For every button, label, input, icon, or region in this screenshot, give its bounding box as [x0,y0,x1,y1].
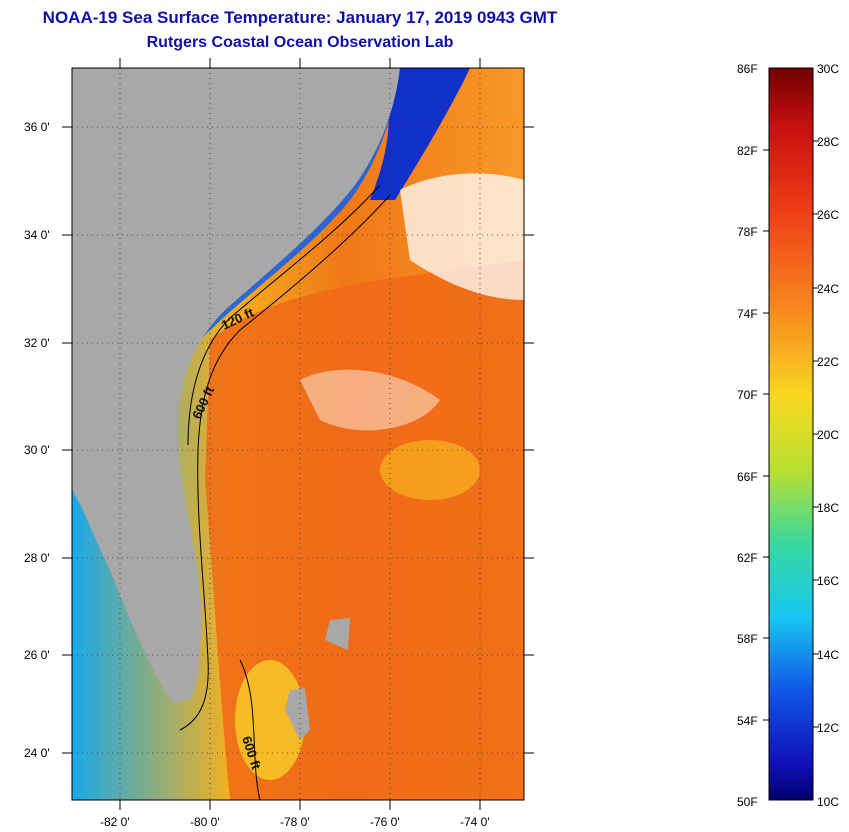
lon-label: -76 0' [370,815,400,829]
colorbar-f-label: 58F [737,632,758,646]
cold-shelf-water [370,68,470,200]
lat-label: 28 0' [24,551,50,565]
colorbar-c-label: 16C [817,574,839,588]
cloud-cover [300,369,440,431]
colorbar [768,67,814,801]
map-subtitle: Rutgers Coastal Ocean Observation Lab [146,34,454,51]
gulf-stream-warm-region [205,260,524,800]
colorbar-c-label: 28C [817,135,839,149]
colorbar-c-label: 10C [817,795,839,809]
map-title: NOAA-19 Sea Surface Temperature: January… [42,8,558,27]
contour-line-600ft [179,194,391,731]
colorbar-c-label: 30C [817,62,839,76]
colorbar-c-label: 24C [817,282,839,296]
lat-label: 36 0' [24,120,50,134]
warm-yellow-patch [235,660,305,780]
colorbar-c-label: 22C [817,355,839,369]
colorbar-f-label: 74F [737,307,758,321]
contour-line-120ft [187,184,381,446]
land-mass [72,68,400,702]
colorbar-f-label: 62F [737,551,758,565]
colorbar-f-label: 54F [737,714,758,728]
lon-label: -74 0' [460,815,490,829]
lon-label: -80 0' [190,815,220,829]
island [325,618,350,650]
colorbar-f-label: 82F [737,144,758,158]
colorbar-f-label: 50F [737,795,758,809]
lat-label: 26 0' [24,648,50,662]
lat-label: 34 0' [24,228,50,242]
graticule [72,68,524,800]
colorbar-ticks [763,140,819,728]
warm-yellow-patch [380,440,480,500]
cloud-cover [400,173,524,300]
colorbar-c-label: 20C [817,428,839,442]
lon-label: -82 0' [100,815,130,829]
colorbar-f-label: 66F [737,470,758,484]
colorbar-f-label: 86F [737,62,758,76]
lat-label: 30 0' [24,443,50,457]
contour-line-600ft [239,659,261,800]
lat-label: 32 0' [24,336,50,350]
colorbar-c-label: 18C [817,501,839,515]
colorbar-f-label: 78F [737,225,758,239]
lon-label: -78 0' [280,815,310,829]
island [285,688,310,740]
colorbar-f-label: 70F [737,388,758,402]
colorbar-c-label: 14C [817,648,839,662]
colorbar-c-label: 26C [817,208,839,222]
colorbar-c-label: 12C [817,721,839,735]
axis-ticks [62,58,534,810]
map-frame [71,67,525,801]
lat-label: 24 0' [24,746,50,760]
